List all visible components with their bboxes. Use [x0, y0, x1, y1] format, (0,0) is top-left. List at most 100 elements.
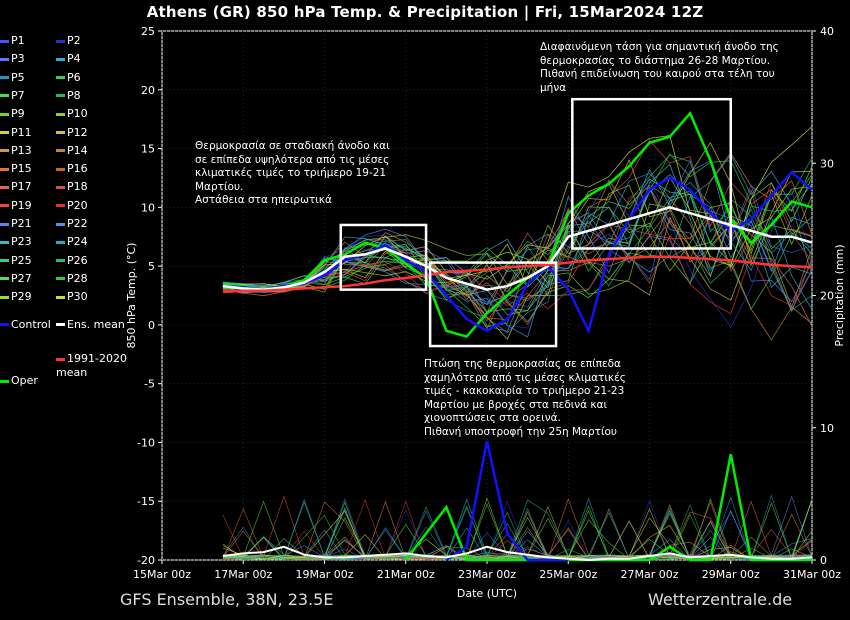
legend-item: P29	[0, 290, 32, 304]
legend-label: P13	[11, 143, 32, 157]
legend-label: P28	[67, 271, 88, 285]
legend-swatch	[56, 185, 65, 189]
series-line	[222, 170, 813, 335]
highlight-box	[571, 97, 732, 250]
legend-swatch	[0, 94, 9, 98]
x-tick-label: 17Mar 00z	[214, 568, 272, 581]
precip-line	[222, 545, 813, 562]
y2-tick-label: 30	[820, 157, 834, 170]
legend-label: P22	[67, 217, 88, 230]
legend-swatch	[56, 57, 65, 61]
legend-label: P20	[67, 198, 88, 212]
legend-item: P27	[0, 272, 32, 286]
legend-label: P11	[11, 125, 32, 139]
legend-label: Oper	[11, 374, 38, 388]
y2-axis-label: Precipitation (mm)	[833, 244, 846, 346]
member-line	[222, 176, 813, 323]
y-tick-label: 20	[141, 84, 155, 97]
legend-swatch	[56, 131, 65, 134]
legend-item: P5	[0, 71, 25, 85]
legend-item: P26	[56, 254, 88, 268]
y-tick-label: 5	[148, 260, 155, 273]
legend-label: P27	[11, 271, 32, 285]
legend-swatch	[0, 185, 9, 189]
member-line	[222, 153, 813, 290]
x-tick-label: 15Mar 00z	[133, 568, 191, 581]
legend-label: P10	[67, 107, 88, 121]
legend-label: P17	[11, 180, 32, 194]
member-line	[222, 160, 813, 338]
legend-label: P6	[67, 70, 81, 84]
legend-item: P7	[0, 89, 25, 103]
legend-item: P18	[56, 180, 88, 194]
legend-label: P7	[11, 88, 25, 102]
legend-item: P6	[56, 71, 81, 85]
legend-item: P14	[56, 144, 88, 158]
legend-item: P1	[0, 34, 25, 48]
legend-item: P16	[56, 162, 88, 176]
legend-swatch	[0, 149, 9, 153]
annotation-cooling: Πτώση της θερμοκρασίας σε επίπεδα χαμηλό…	[424, 358, 626, 438]
legend-item: P2	[56, 34, 81, 48]
legend-swatch	[56, 149, 65, 153]
legend-swatch	[56, 76, 65, 80]
legend-swatch	[0, 39, 9, 43]
y2-tick-label: 10	[820, 422, 834, 435]
series-line	[222, 205, 813, 291]
legend-item: P28	[56, 272, 88, 286]
legend-item: P4	[56, 52, 81, 66]
legend-item: Ens. mean	[56, 318, 125, 332]
legend-label: P15	[11, 162, 32, 176]
legend-item: Oper	[0, 374, 38, 388]
y-tick-label: 15	[141, 143, 155, 156]
legend-label: P18	[67, 180, 88, 194]
member-line	[222, 190, 813, 312]
y2-tick-label: 20	[820, 290, 834, 303]
legend-swatch	[0, 295, 9, 299]
legend-label: P4	[67, 52, 81, 66]
legend-swatch	[0, 379, 9, 383]
y2-tick-label: 0	[820, 554, 827, 567]
legend-swatch	[0, 240, 9, 244]
legend-label: P5	[11, 70, 25, 84]
legend-swatch	[0, 277, 9, 281]
legend-label: P12	[67, 125, 88, 139]
y-tick-label: -15	[137, 495, 155, 508]
legend-swatch	[56, 277, 65, 281]
legend-item: P11	[0, 126, 32, 140]
legend-label: P25	[11, 253, 32, 267]
legend-label: P19	[11, 198, 32, 212]
legend-item: P10	[56, 107, 88, 121]
x-tick-label: 31Mar 00z	[783, 568, 841, 581]
model-info: GFS Ensemble, 38N, 23.5E	[120, 590, 334, 609]
legend-label: P2	[67, 34, 81, 47]
legend-item: Control	[0, 318, 51, 332]
legend-swatch	[56, 357, 65, 361]
legend-swatch	[0, 76, 9, 80]
x-tick-label: 23Mar 00z	[458, 568, 516, 581]
legend-item: P21	[0, 217, 32, 231]
member-line	[222, 153, 813, 306]
legend-swatch	[56, 240, 65, 244]
legend-item: P30	[56, 290, 88, 304]
y-tick-label: 0	[148, 319, 155, 332]
y-tick-label: -10	[137, 436, 155, 449]
legend-label: P8	[67, 88, 81, 102]
member-line	[222, 178, 813, 316]
y-axis-label: 850 hPa Temp. (°C)	[125, 243, 138, 349]
legend-label: Control	[11, 317, 51, 331]
x-tick-label: 21Mar 00z	[377, 568, 435, 581]
member-precip-line	[222, 497, 813, 561]
legend-item: P12	[56, 126, 88, 140]
legend-swatch	[56, 167, 65, 171]
legend-label: P9	[11, 107, 25, 121]
legend-label: Ens. mean	[67, 317, 125, 331]
y2-tick-label: 40	[820, 25, 834, 38]
member-line	[222, 187, 813, 310]
legend-label: P14	[67, 143, 88, 157]
legend-item: P8	[56, 89, 81, 103]
legend-item: P22	[56, 217, 88, 231]
legend-label: P3	[11, 52, 25, 66]
series-line	[222, 255, 813, 294]
member-precip-line	[222, 498, 813, 561]
